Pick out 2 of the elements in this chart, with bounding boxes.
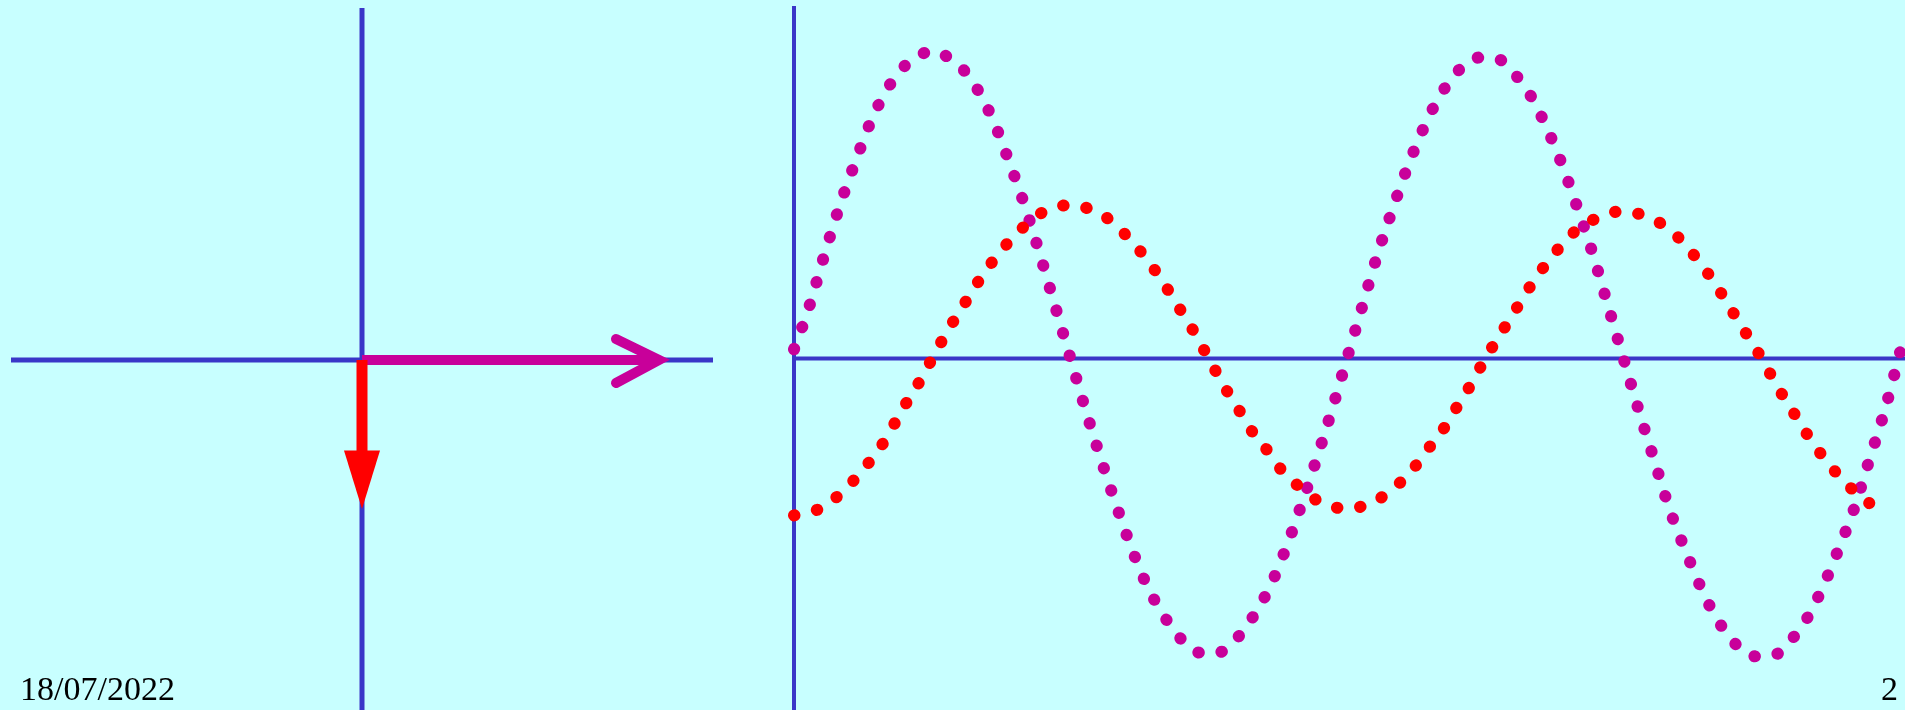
text: 2 [1881,670,1898,707]
text: 18/07/2022 [20,670,175,707]
